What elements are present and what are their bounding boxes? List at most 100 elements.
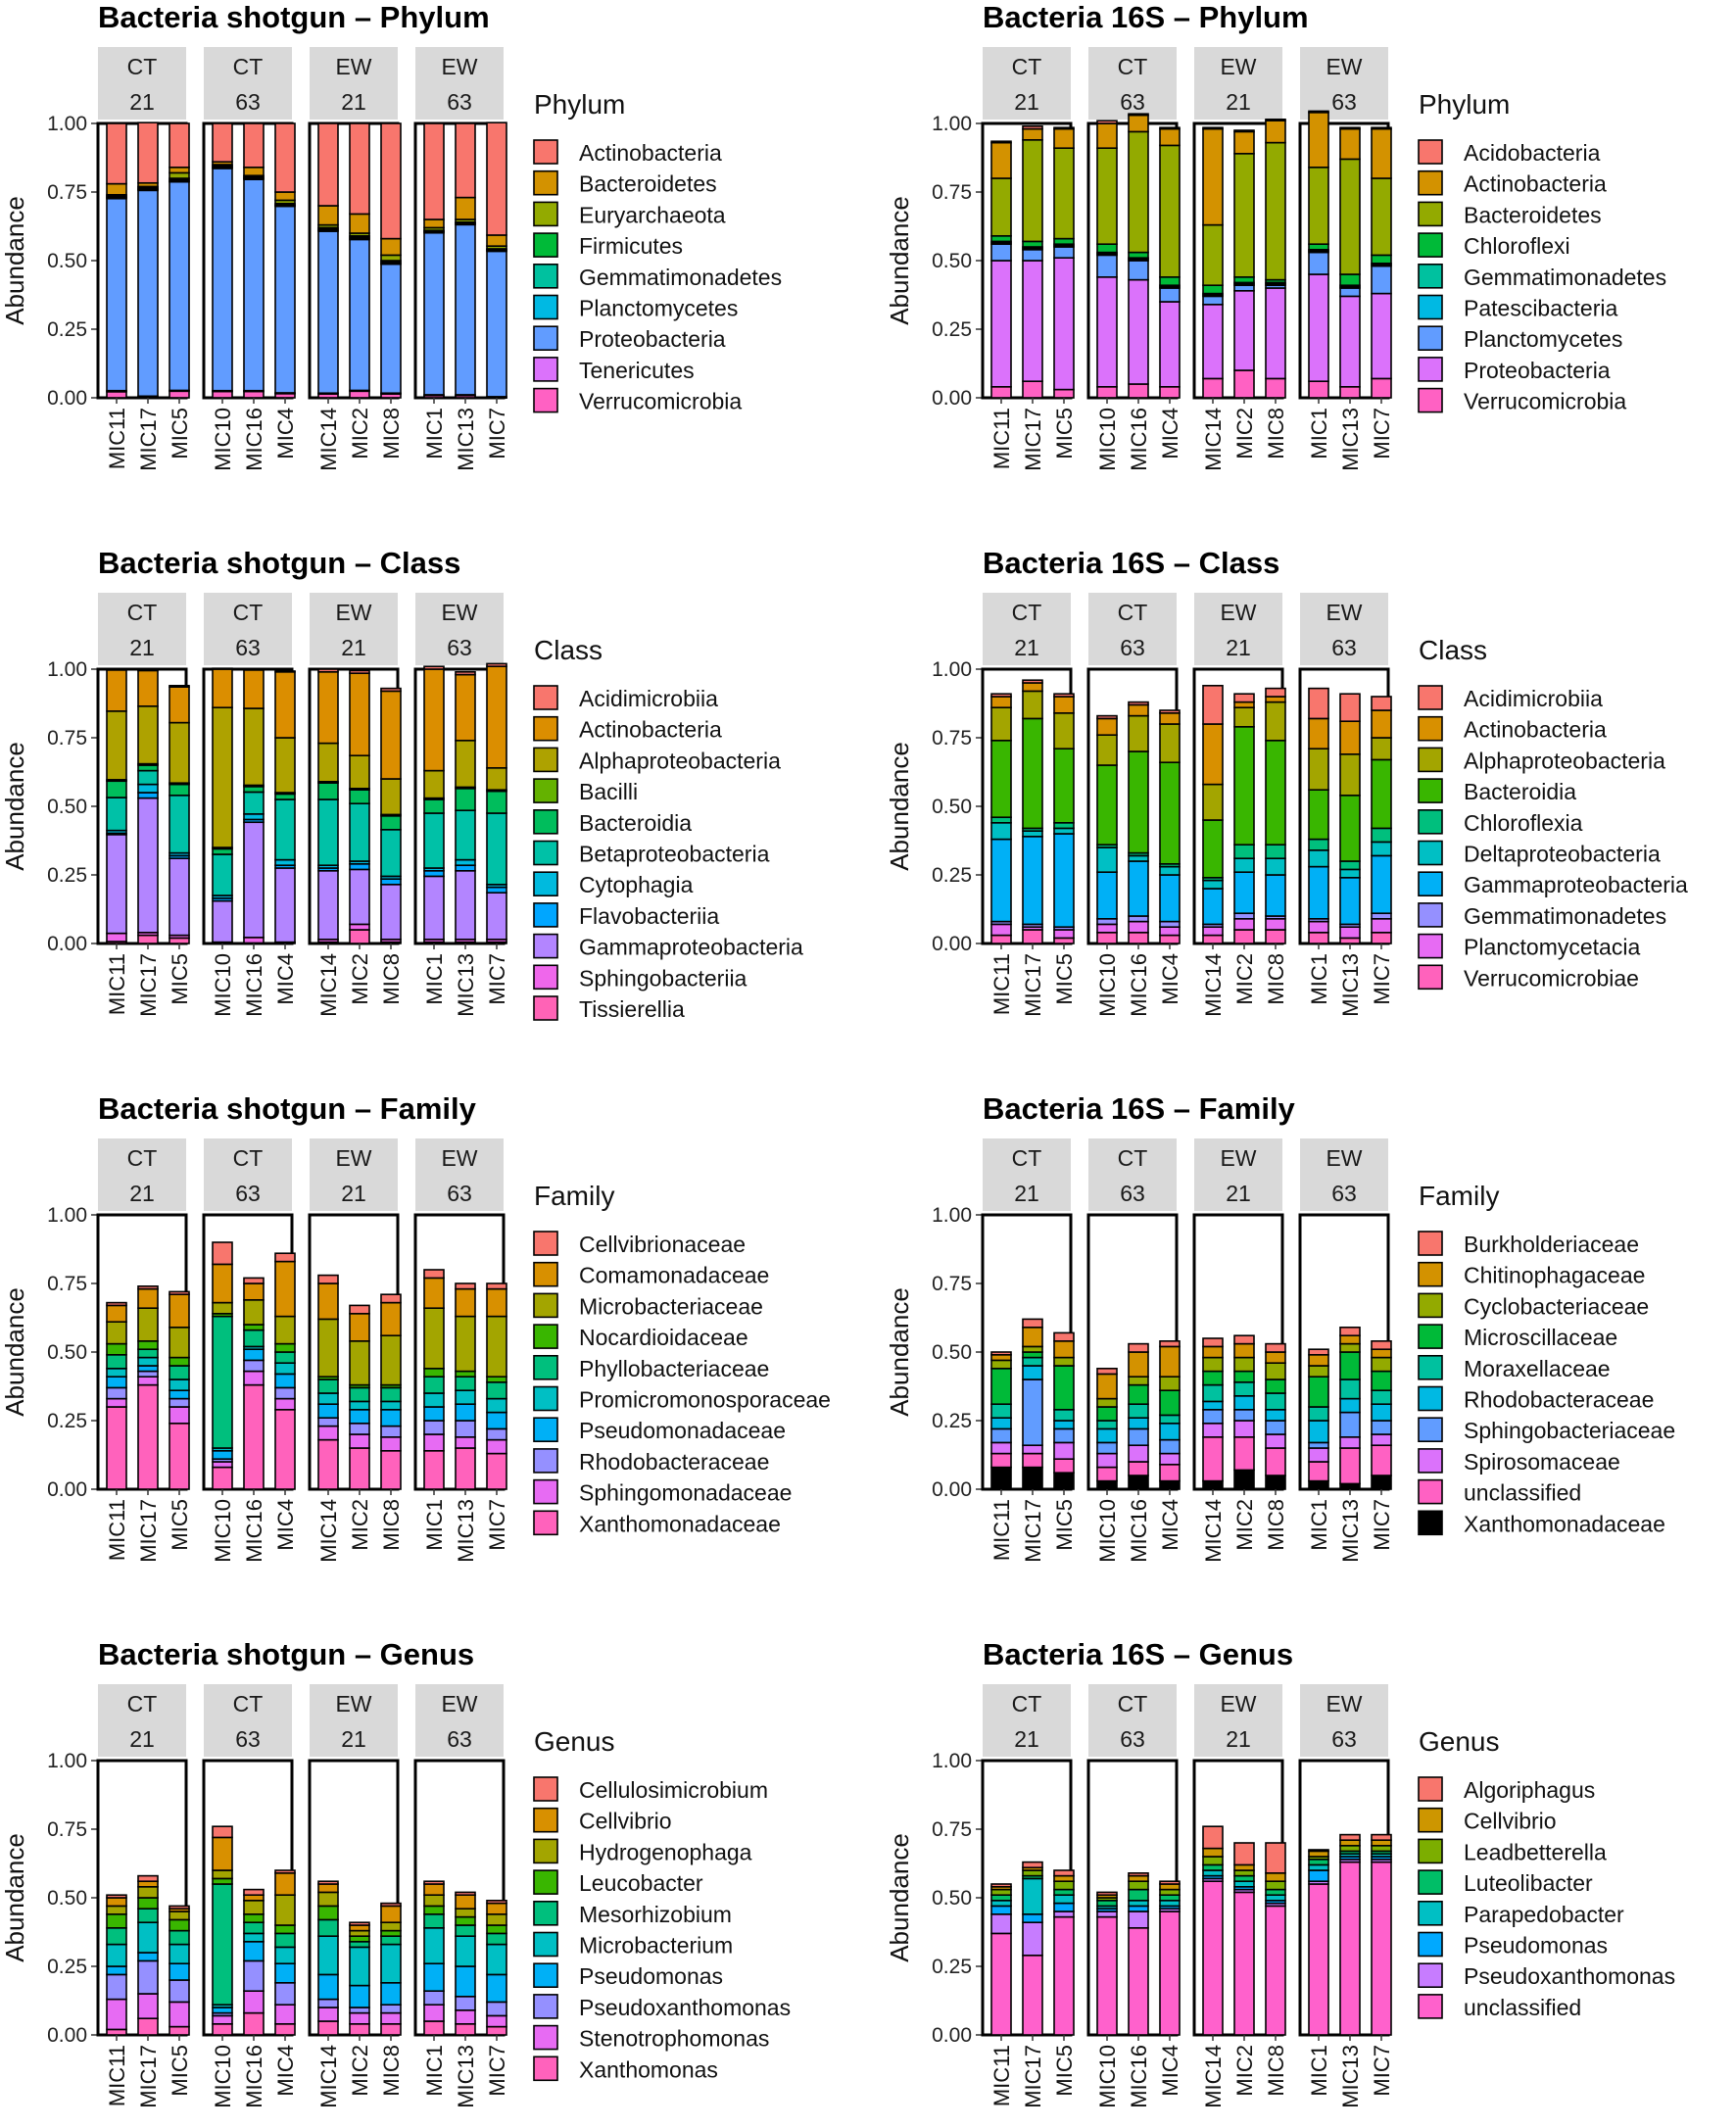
bar-segment [1233,1420,1255,1438]
bar-segment [212,1877,233,1885]
bar-segment [1096,1891,1118,1896]
bar-segment [1053,237,1075,246]
bar-segment [169,1293,190,1329]
bar-segment [1128,114,1149,133]
legend-swatch [1418,294,1443,320]
bar-segment [274,1981,296,2006]
bar-segment [380,263,402,395]
facet-strip [415,47,504,120]
bar-segment [212,899,233,943]
legend-item-label: Microbacteriaceae [579,1293,763,1319]
y-tick-label: 0.00 [932,933,972,955]
legend-item-label: Planctomycetes [1464,326,1622,352]
bar-segment [317,671,339,745]
bar-segment [1096,1466,1118,1482]
bar-segment [455,122,476,199]
bar-segment [486,1380,507,1400]
bar-segment [243,390,265,399]
bar-segment [1096,122,1118,150]
bar-segment [1308,920,1329,934]
bar-segment [1128,1351,1149,1378]
legend-item-label: Xanthomonadaceae [579,1511,781,1536]
bar-segment [169,390,190,399]
bar-segment [1128,278,1149,385]
bar-segment [990,1403,1012,1420]
bar-segment [1233,284,1255,292]
bar-segment [1096,1373,1118,1400]
bar-segment [169,1905,190,1910]
bar-segment [1265,1888,1286,1897]
legend-swatch [533,871,558,897]
bar-segment [1339,287,1361,298]
y-tick-label: 1.00 [47,113,87,135]
bar-segment [423,2020,445,2036]
bar-segment [317,668,339,673]
bar-segment [1159,865,1181,876]
sample-label: MIC13 [454,953,478,1017]
bar-segment [1096,714,1118,720]
legend-item-label: Cellvibrio [579,1809,672,1834]
sample-label: MIC8 [379,953,404,1005]
legend-item-label: Microbacterium [579,1933,733,1959]
legend-swatch [1418,1931,1443,1958]
legend-item-label: Betaproteobacteria [579,842,770,867]
legend-swatch [533,1838,558,1864]
bar-segment [212,2007,233,2014]
legend-item-label: Euryarchaeota [579,202,726,227]
bar-segment [455,1995,476,2011]
sample-label: MIC5 [168,2045,192,2097]
bar-segment [274,1962,296,1984]
bar-segment [423,869,445,878]
bar-segment [1159,1376,1181,1392]
bar-segment [455,1924,476,1937]
facet-day-label: 63 [1331,1181,1357,1206]
facet-strip [1300,47,1388,120]
bar-segment [349,862,370,871]
bar-segment [486,2001,507,2017]
bar-segment [349,1313,370,1342]
legend-item-label: Alphaproteobacteria [1464,748,1665,773]
bar-segment [1308,931,1329,944]
legend-swatch [1418,1510,1443,1536]
facet-strip [310,593,398,665]
legend-item-label: Pseudomonas [1464,1933,1608,1959]
bar-segment [1339,1397,1361,1414]
bar-segment [1022,1954,1043,2036]
sample-label: MIC14 [1201,2045,1226,2108]
bar-segment [380,1386,402,1403]
y-tick-label: 0.50 [932,250,972,272]
y-tick-label: 0.75 [932,1273,972,1295]
bar-segment [106,1943,127,1967]
bar-segment [1022,1861,1043,1869]
facet-day-label: 21 [129,635,155,660]
bar-segment [106,1965,127,1976]
bar-segment [1096,1420,1118,1430]
facet-day-label: 21 [1014,635,1039,660]
bar-segment [1159,126,1181,130]
bar-segment [1371,1845,1392,1853]
bar-segment [1233,706,1255,728]
bar-segment [212,847,233,855]
bar-segment [1096,717,1118,736]
bar-segment [380,687,402,693]
facet-group-label: CT [127,1691,158,1717]
sample-label: MIC1 [1307,2045,1331,2097]
bar-segment [137,1307,159,1342]
facet-strip [983,47,1071,120]
bar-segment [1053,257,1075,391]
facet-group-label: CT [1012,54,1042,79]
bar-segment [274,1946,296,1964]
bar-segment [1339,860,1361,871]
bar-segment [274,1315,296,1345]
chart-panel: Bacteria shotgun – Genus Abundance 0.00 0.2… [0,1637,791,2108]
bar-segment [317,1438,339,1490]
sample-label: MIC5 [1052,953,1077,1005]
bar-segment [1159,1888,1181,1897]
facet-day-label: 21 [129,89,155,115]
bar-segment [274,1260,296,1318]
bar-segment [455,2008,476,2025]
bar-segment [1022,717,1043,830]
legend-title: Genus [1419,1726,1500,1757]
bar-segment [1159,1880,1181,1885]
legend-swatch [533,1776,558,1802]
